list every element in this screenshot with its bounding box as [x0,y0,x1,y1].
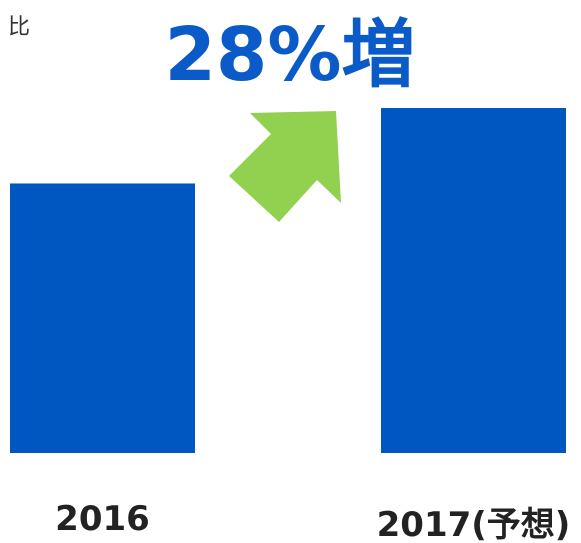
x-tick-label: 2017(予想) [377,505,571,543]
bar [381,108,566,453]
growth-arrow [229,111,341,222]
x-tick-label: 2016 [55,499,150,539]
bar [10,183,195,453]
annotation: 28%増 [164,12,415,98]
subtitle: 比 [8,15,30,40]
